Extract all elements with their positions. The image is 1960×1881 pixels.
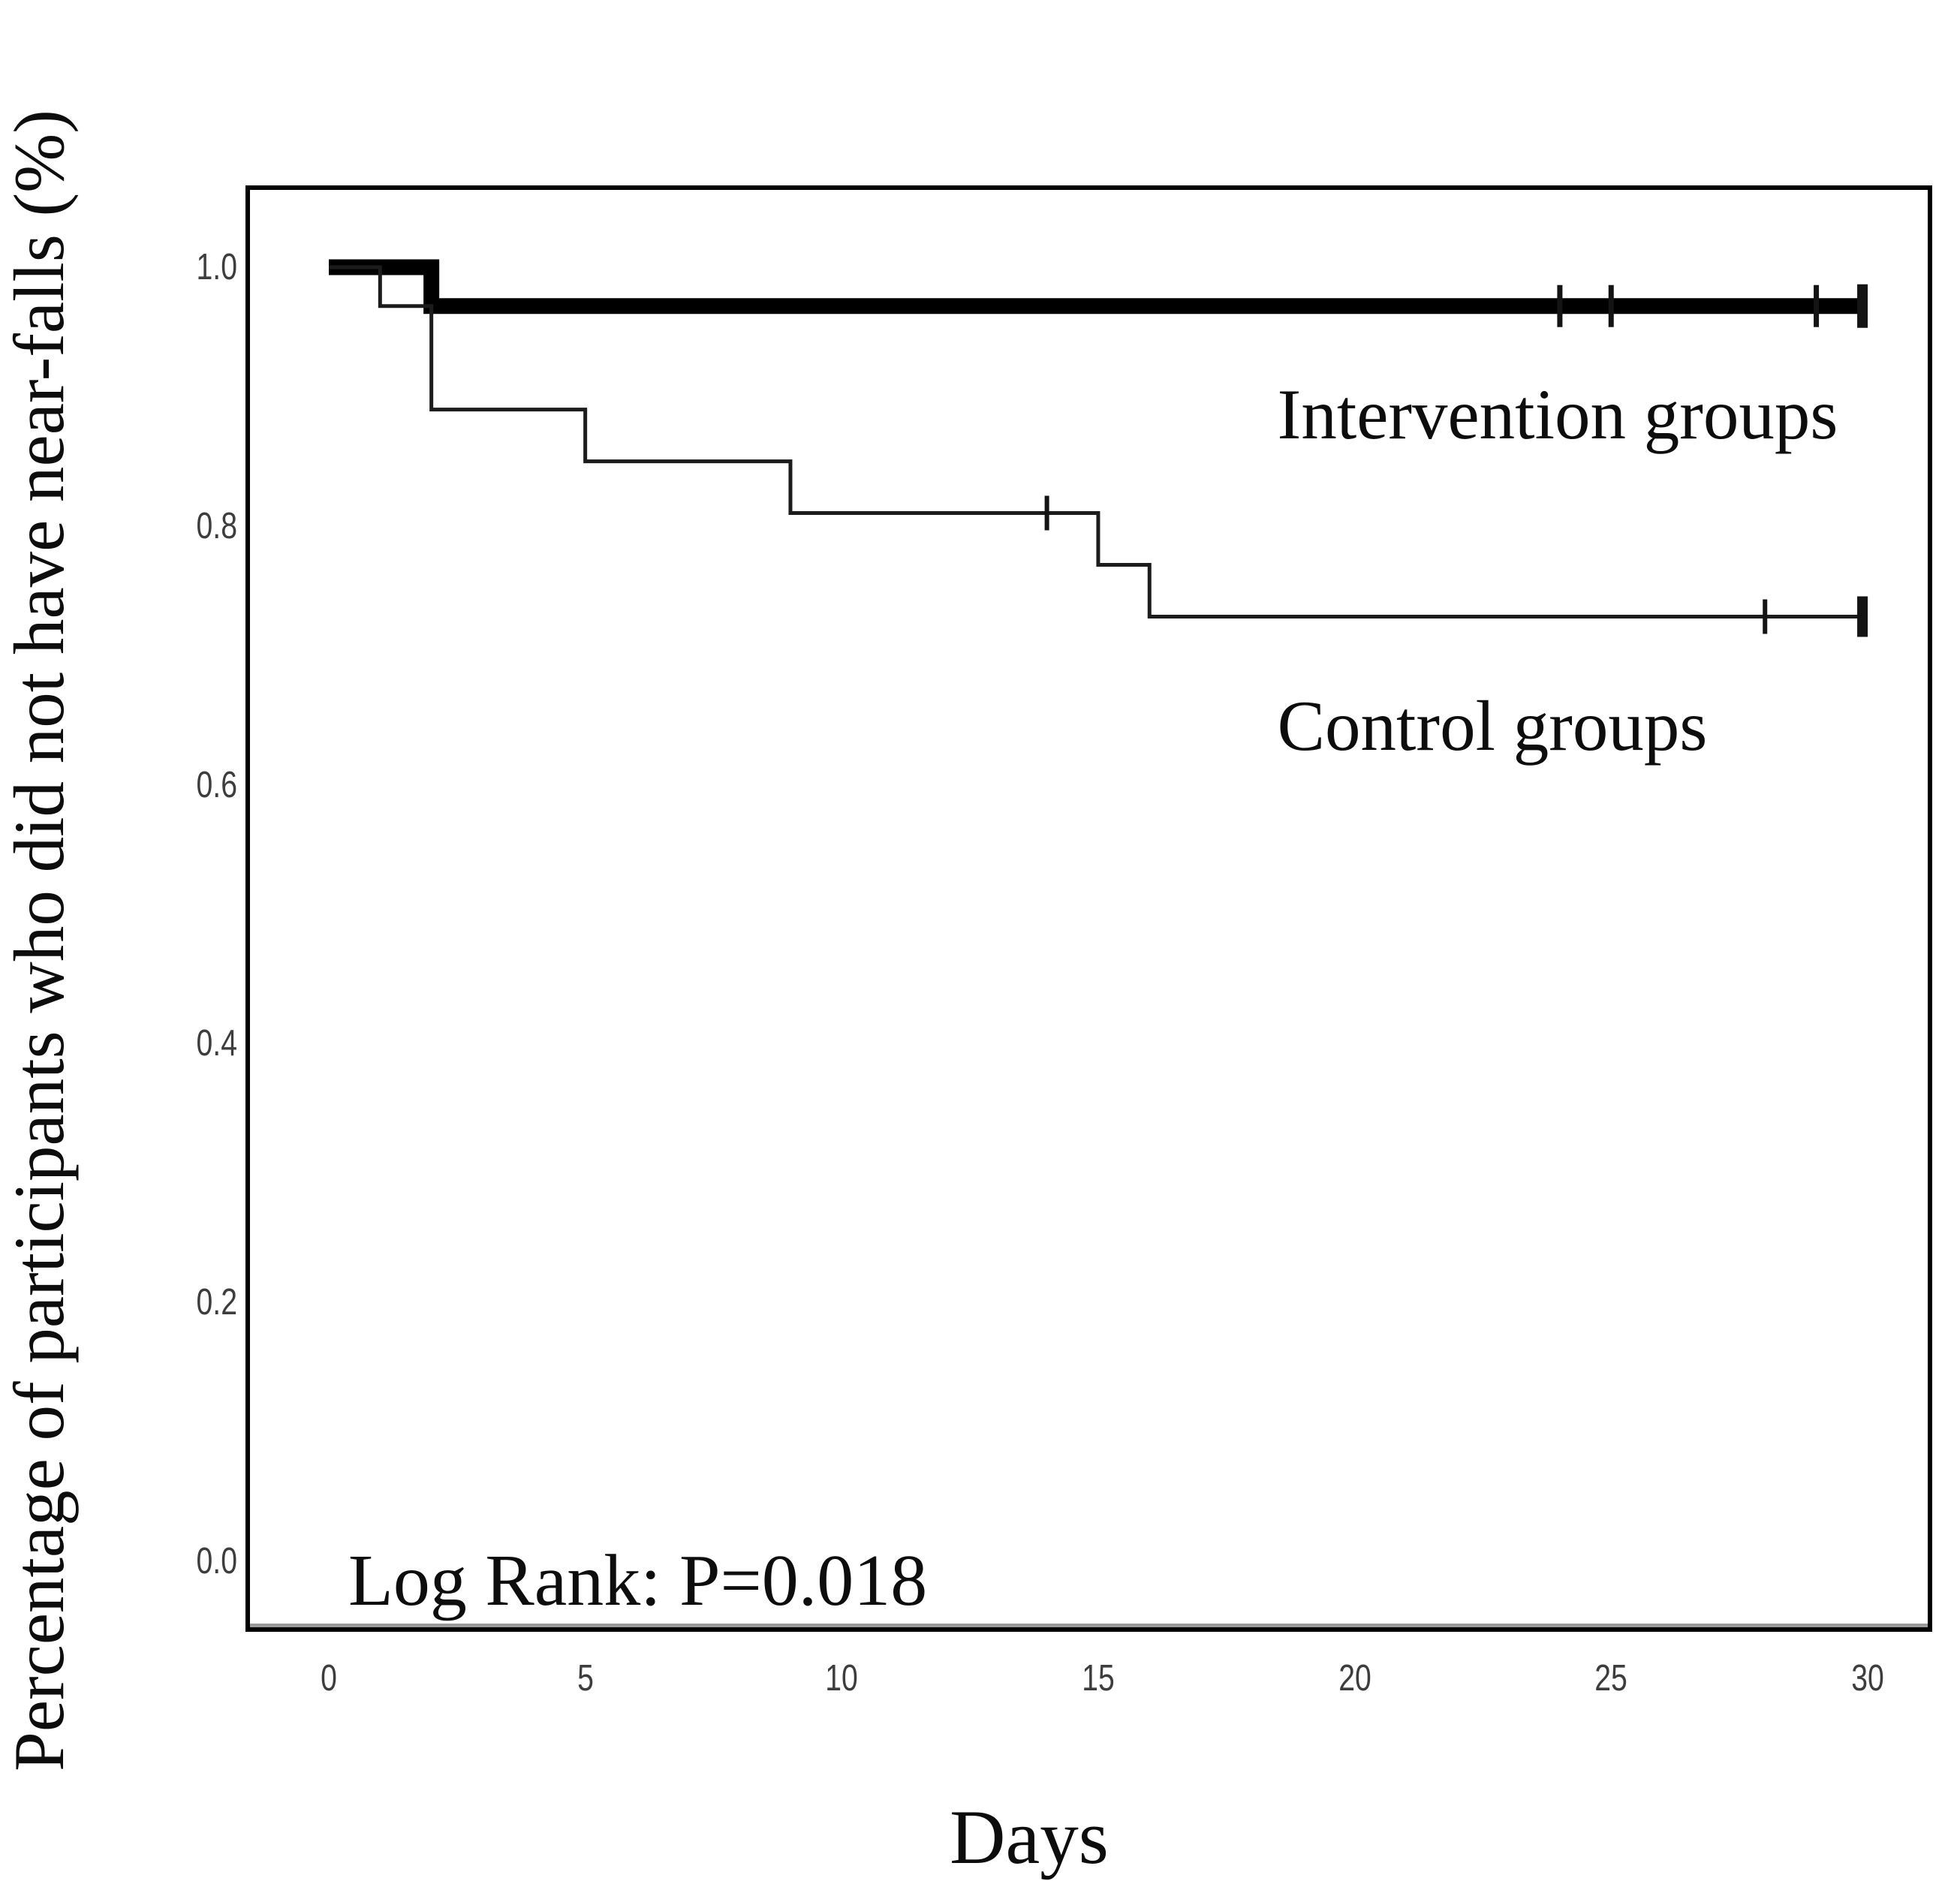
x-tick-label: 0 xyxy=(321,1658,337,1699)
x-tick-label: 25 xyxy=(1594,1658,1628,1699)
log-rank-p-value-text: Log Rank: P=0.018 xyxy=(348,1540,928,1621)
x-tick-label: 30 xyxy=(1851,1658,1884,1699)
y-tick-label: 1.0 xyxy=(196,247,238,287)
x-tick-label: 10 xyxy=(825,1658,859,1699)
x-tick-label: 20 xyxy=(1338,1658,1371,1699)
y-tick-label: 0.8 xyxy=(196,505,238,546)
control-curve xyxy=(329,265,1868,618)
y-tick-label: 0.2 xyxy=(196,1282,238,1323)
intervention-series-label: Intervention groups xyxy=(1277,375,1838,454)
y-tick-label: 0.4 xyxy=(196,1023,238,1064)
control-series-label: Control groups xyxy=(1277,686,1708,766)
x-tick-label: 15 xyxy=(1082,1658,1115,1699)
y-tick-label: 0.6 xyxy=(196,764,238,805)
y-tick-label: 0.0 xyxy=(196,1541,238,1582)
x-tick-label: 5 xyxy=(577,1658,594,1699)
x-axis-title: Days xyxy=(950,1795,1109,1880)
plot-area xyxy=(245,185,1932,1632)
intervention-curve xyxy=(329,259,1868,315)
